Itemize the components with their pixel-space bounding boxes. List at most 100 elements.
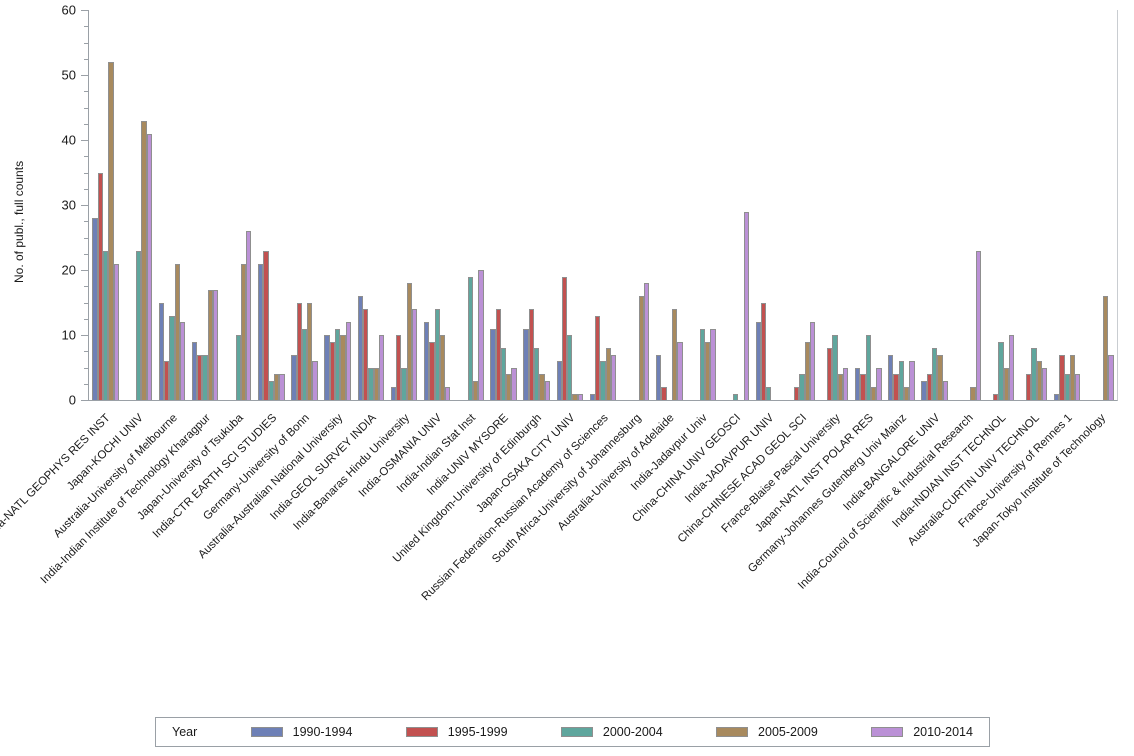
y-minor-tick (84, 156, 88, 158)
bar-2010-2014 (710, 328, 716, 400)
bar-1990-1994 (291, 354, 297, 400)
bar-group (653, 10, 686, 400)
y-minor-tick (84, 221, 88, 223)
bar-2000-2004 (202, 354, 208, 400)
y-minor-tick (84, 91, 88, 93)
legend: Year 1990-1994 1995-1999 2000-2004 2005-200… (155, 717, 990, 747)
bar-2010-2014 (411, 309, 418, 400)
legend-item: 2010-2014 (871, 725, 973, 739)
y-minor-tick (84, 351, 88, 353)
y-tick-label: 40 (61, 132, 76, 148)
bar-group (288, 10, 321, 400)
bar-2005-2009 (904, 387, 910, 400)
legend-swatch (250, 727, 283, 737)
y-minor-tick (84, 253, 88, 255)
bar-2000-2004 (169, 315, 175, 400)
bar-2000-2004 (766, 387, 772, 400)
bar-2005-2009 (274, 374, 280, 400)
bar-group (222, 10, 255, 400)
bar-2005-2009 (605, 348, 611, 400)
legend-swatch (405, 727, 438, 737)
bar-2005-2009 (373, 367, 379, 400)
legend-item-label: 2000-2004 (602, 725, 663, 739)
bar-2000-2004 (600, 361, 606, 400)
legend-item: 1990-1994 (250, 725, 352, 739)
bar-1990-1994 (656, 354, 662, 400)
bar-group (454, 10, 487, 400)
bar-2010-2014 (478, 270, 484, 400)
bar-2010-2014 (1075, 374, 1081, 400)
bar-2010-2014 (677, 341, 683, 400)
bar-2010-2014 (876, 367, 882, 400)
bar-2005-2009 (638, 296, 645, 400)
y-minor-tick (84, 302, 88, 304)
y-major-tick (81, 335, 88, 336)
bar-1995-1999 (595, 315, 601, 400)
bar-2010-2014 (212, 289, 219, 400)
legend-swatch (716, 727, 749, 737)
bar-1990-1994 (921, 380, 927, 400)
bar-group (885, 10, 918, 400)
bar-2000-2004 (136, 250, 142, 400)
bar-2005-2009 (439, 335, 446, 400)
bar-1990-1994 (589, 393, 596, 400)
bar-2005-2009 (108, 62, 114, 400)
bar-group (553, 10, 586, 400)
bar-group (951, 10, 984, 400)
plot-area (88, 10, 1118, 401)
bar-2000-2004 (434, 309, 440, 400)
bar-2005-2009 (406, 283, 412, 400)
y-tick-label: 50 (61, 67, 76, 83)
y-minor-tick (84, 286, 88, 288)
legend-item-label: 1995-1999 (447, 725, 508, 739)
bar-2005-2009 (141, 120, 147, 400)
bar-1995-1999 (329, 341, 336, 400)
bar-1990-1994 (888, 354, 894, 400)
bar-group (354, 10, 387, 400)
bar-2000-2004 (235, 335, 241, 400)
bar-2005-2009 (506, 374, 512, 400)
bar-group (487, 10, 520, 400)
y-tick-label: 20 (61, 262, 76, 278)
bar-2010-2014 (909, 361, 915, 400)
y-tick-label: 30 (61, 197, 76, 213)
bar-1990-1994 (556, 361, 562, 400)
bar-group (421, 10, 454, 400)
bar-group (255, 10, 288, 400)
bar-group (819, 10, 852, 400)
bar-2000-2004 (467, 276, 473, 400)
y-minor-tick (84, 26, 88, 28)
bar-1990-1994 (258, 263, 264, 400)
bar-1990-1994 (191, 341, 198, 400)
bar-2005-2009 (870, 387, 877, 400)
legend-item: 2005-2009 (716, 725, 818, 739)
y-minor-tick (84, 172, 88, 174)
bar-1990-1994 (490, 328, 496, 400)
bar-1990-1994 (1054, 393, 1060, 400)
bar-2010-2014 (975, 250, 981, 400)
bar-2000-2004 (799, 374, 805, 400)
legend-item: 1995-1999 (405, 725, 508, 739)
bar-2005-2009 (572, 393, 578, 400)
bar-1995-1999 (827, 348, 833, 400)
y-tick-label: 10 (61, 327, 76, 343)
bar-group (387, 10, 420, 400)
legend-title: Year (172, 725, 198, 739)
bar-1990-1994 (855, 367, 861, 400)
bar-2000-2004 (1031, 348, 1037, 400)
bar-group (1051, 10, 1084, 400)
bar-2005-2009 (1069, 354, 1076, 400)
bar-1995-1999 (163, 361, 170, 400)
bar-1995-1999 (661, 387, 667, 400)
bar-1990-1994 (324, 335, 330, 400)
bar-2005-2009 (174, 263, 180, 400)
bar-1995-1999 (1026, 374, 1032, 400)
bar-1995-1999 (561, 276, 568, 400)
bar-2010-2014 (345, 322, 351, 400)
bar-2000-2004 (102, 250, 109, 400)
bar-1995-1999 (760, 302, 767, 400)
bar-2000-2004 (931, 348, 938, 400)
bar-2010-2014 (279, 374, 285, 400)
bar-2005-2009 (705, 341, 711, 400)
